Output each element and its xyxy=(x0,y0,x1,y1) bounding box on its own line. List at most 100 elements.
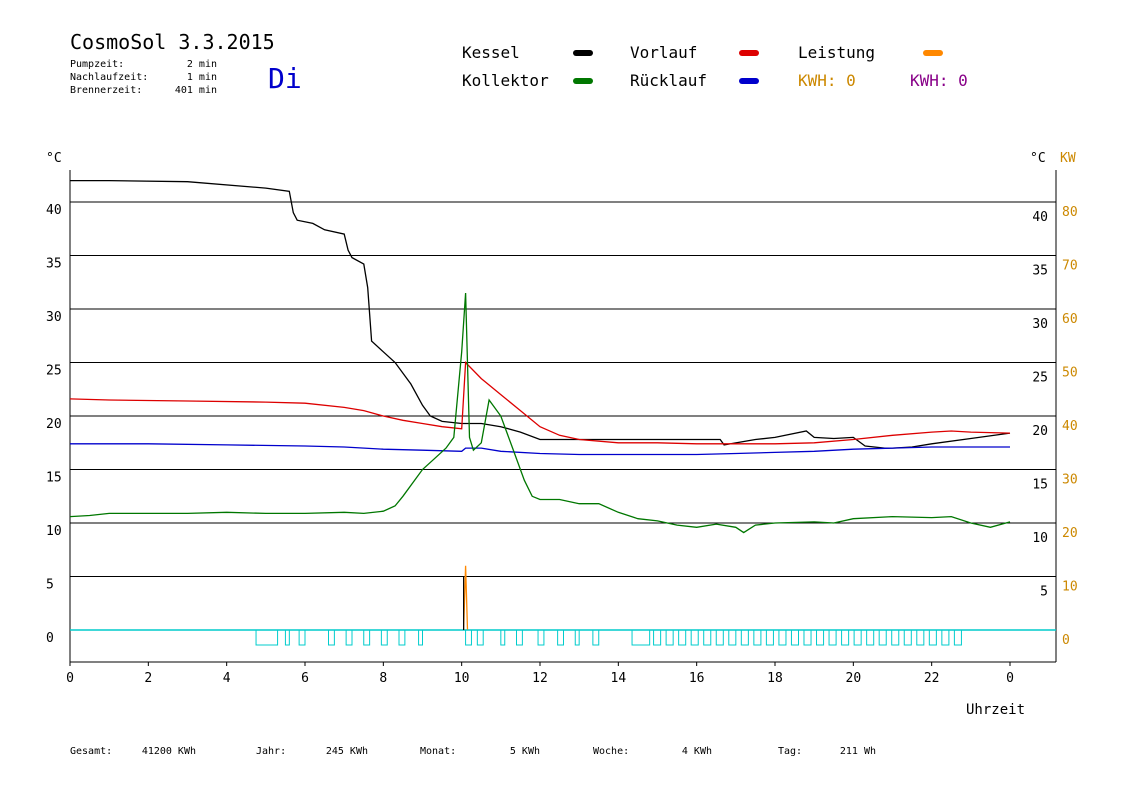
day-label: Di xyxy=(268,62,302,95)
pump-activity-mark xyxy=(418,629,424,646)
pump-activity-mark xyxy=(803,629,812,646)
info-label: Brennerzeit: xyxy=(70,85,142,96)
pump-activity-mark xyxy=(298,629,306,646)
pump-activity-mark xyxy=(537,629,545,646)
left-tick-label: 20 xyxy=(46,417,62,432)
footer-value: 4 KWh xyxy=(682,746,712,757)
x-tick-label: 22 xyxy=(924,671,940,686)
legend-ruecklauf: Rücklauf xyxy=(630,71,707,90)
series-line-kollektor xyxy=(69,292,1011,534)
x-tick-label: 14 xyxy=(611,671,627,686)
pump-activity-mark xyxy=(631,629,651,646)
chart-ticks: 0510152025303540510152025303540010203040… xyxy=(46,203,1078,686)
left-tick-label: 0 xyxy=(46,631,54,646)
pump-activity-mark xyxy=(516,629,523,646)
pump-activity-mark xyxy=(653,629,662,646)
legend-marks xyxy=(573,50,943,84)
footer-value: 41200 KWh xyxy=(142,746,196,757)
left-tick-label: 5 xyxy=(46,578,54,593)
pump-activity-mark xyxy=(574,629,580,646)
pump-activity-mark xyxy=(866,629,875,646)
pump-activity-mark xyxy=(465,629,472,646)
x-tick-label: 0 xyxy=(1006,671,1014,686)
x-tick-label: 12 xyxy=(532,671,548,686)
pump-activity-mark xyxy=(765,629,774,646)
x-tick-label: 4 xyxy=(223,671,231,686)
x-tick-label: 20 xyxy=(846,671,862,686)
footer-value: 245 KWh xyxy=(326,746,368,757)
right-tick-label: 10 xyxy=(1032,531,1048,546)
pump-activity-mark xyxy=(665,629,674,646)
kw-tick-label: 10 xyxy=(1062,580,1078,595)
pump-activity-mark xyxy=(828,629,837,646)
info-value: 2 min xyxy=(187,59,217,70)
kw-tick-label: 80 xyxy=(1062,205,1078,220)
footer-label: Woche: xyxy=(593,746,629,757)
pump-activity-mark xyxy=(928,629,937,646)
x-tick-label: 2 xyxy=(144,671,152,686)
kw-tick-label: 70 xyxy=(1062,259,1078,274)
legend-kwh-left: KWH: 0 xyxy=(798,71,856,90)
legend-leistung: Leistung xyxy=(798,43,875,62)
pump-activity-mark xyxy=(941,629,950,646)
left-axis-unit: °C xyxy=(46,151,62,166)
pump-activity-mark xyxy=(916,629,925,646)
left-tick-label: 30 xyxy=(46,310,62,325)
pump-activity-mark xyxy=(841,629,850,646)
footer-value: 211 Wh xyxy=(840,746,876,757)
pump-activity-mark xyxy=(715,629,724,646)
legend-kwh-right: KWH: 0 xyxy=(910,71,968,90)
info-block: Pumpzeit: 2 min Nachlaufzeit: 1 min Brennerz… xyxy=(70,59,217,96)
legend-kessel: Kessel xyxy=(462,43,520,62)
pump-activity-mark xyxy=(953,629,962,646)
left-tick-label: 40 xyxy=(46,203,62,218)
footer-label: Tag: xyxy=(778,746,802,757)
x-tick-label: 6 xyxy=(301,671,309,686)
right-tick-label: 35 xyxy=(1032,264,1048,279)
left-tick-label: 35 xyxy=(46,257,62,272)
x-tick-label: 16 xyxy=(689,671,705,686)
pump-activity-mark xyxy=(728,629,737,646)
series-line-rcklauf xyxy=(70,443,1010,456)
footer-label: Jahr: xyxy=(256,746,286,757)
pump-activity-mark xyxy=(476,629,484,646)
info-value: 1 min xyxy=(187,72,217,83)
right-tick-label: 20 xyxy=(1032,424,1048,439)
kw-tick-label: 60 xyxy=(1062,312,1078,327)
pump-activity-mark xyxy=(592,629,600,646)
pump-activity-mark xyxy=(891,629,900,646)
kw-tick-label: 50 xyxy=(1062,366,1078,381)
right-tick-label: 25 xyxy=(1032,371,1048,386)
footer-value: 5 KWh xyxy=(510,746,540,757)
series-line-kessel xyxy=(70,179,1011,449)
kw-tick-label: 20 xyxy=(1062,526,1078,541)
pump-activity-mark xyxy=(345,629,353,646)
info-value: 401 min xyxy=(175,85,217,96)
left-tick-label: 15 xyxy=(46,471,62,486)
pump-activity-mark xyxy=(790,629,800,646)
pump-activity-mark xyxy=(500,629,506,646)
legend-kollektor: Kollektor xyxy=(462,71,549,90)
right-tick-label: 30 xyxy=(1032,317,1048,332)
footer-label: Monat: xyxy=(420,746,456,757)
right-tick-label: 15 xyxy=(1032,478,1048,493)
series-line-leistung xyxy=(462,565,469,631)
pump-activity-mark xyxy=(853,629,862,646)
kw-tick-label: 30 xyxy=(1062,473,1078,488)
left-tick-label: 10 xyxy=(46,524,62,539)
pump-activity-mark xyxy=(398,629,406,646)
info-label: Nachlaufzeit: xyxy=(70,72,148,83)
legend-vorlauf: Vorlauf xyxy=(630,43,697,62)
pump-activity-mark xyxy=(328,629,335,646)
pump-activity-mark xyxy=(740,629,749,646)
pump-activity-mark xyxy=(255,629,279,646)
pump-activity-mark xyxy=(557,629,564,646)
pump-activity-mark xyxy=(778,629,787,646)
footer-stats: Gesamt: 41200 KWh Jahr: 245 KWh Monat: 5 KWh W… xyxy=(70,746,876,757)
pump-activity-mark xyxy=(690,629,699,646)
pump-activity-mark xyxy=(816,629,825,646)
kw-tick-label: 40 xyxy=(1062,419,1078,434)
chart-title: CosmoSol 3.3.2015 xyxy=(70,30,275,54)
series-line-vorlauf xyxy=(69,360,1011,445)
